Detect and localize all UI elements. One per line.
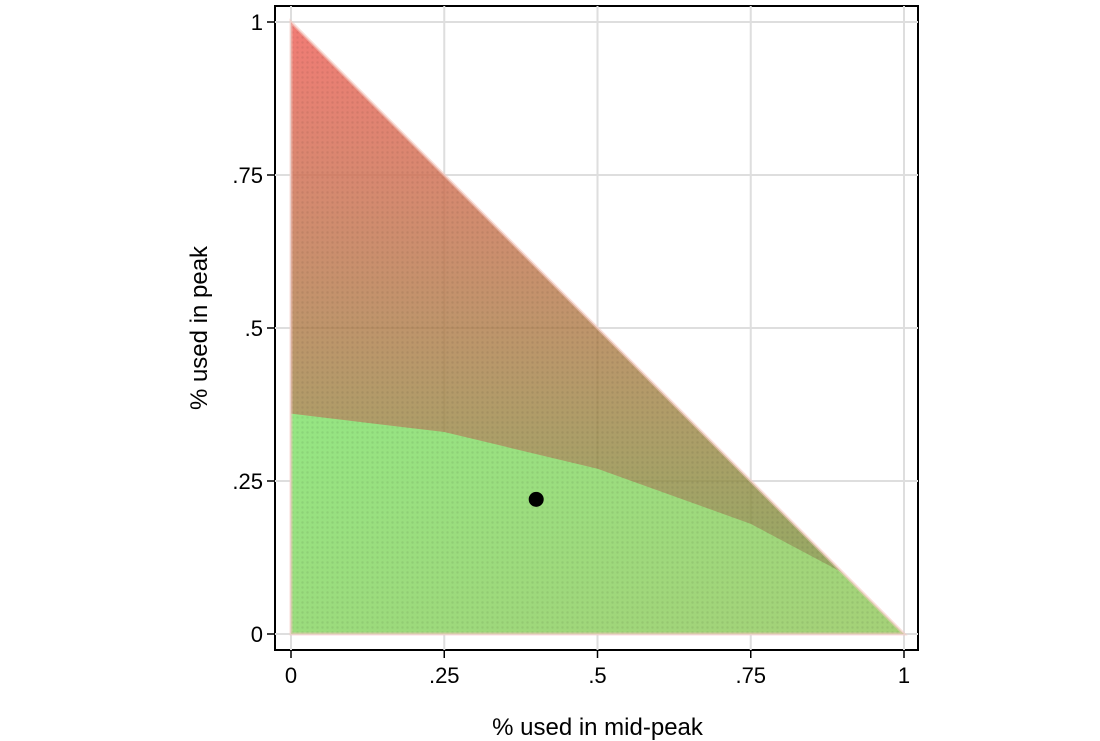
y-tick-label-4: 1 <box>251 10 263 35</box>
x-axis-ticks: 0 .25 .5 .75 1 <box>285 650 910 688</box>
y-axis-ticks: 0 .25 .5 .75 1 <box>232 10 275 647</box>
y-axis-title: % used in peak <box>186 245 213 410</box>
y-tick-label-1: .25 <box>232 469 263 494</box>
x-tick-label-3: .75 <box>735 663 766 688</box>
y-tick-label-0: 0 <box>251 622 263 647</box>
x-tick-label-2: .5 <box>588 663 606 688</box>
highlight-point <box>528 491 544 507</box>
x-tick-label-4: 1 <box>898 663 910 688</box>
y-tick-label-3: .75 <box>232 163 263 188</box>
x-tick-label-1: .25 <box>429 663 460 688</box>
region-edge <box>289 18 908 636</box>
x-tick-label-0: 0 <box>285 663 297 688</box>
y-tick-label-2: .5 <box>245 316 263 341</box>
x-axis-title: % used in mid-peak <box>492 714 704 741</box>
